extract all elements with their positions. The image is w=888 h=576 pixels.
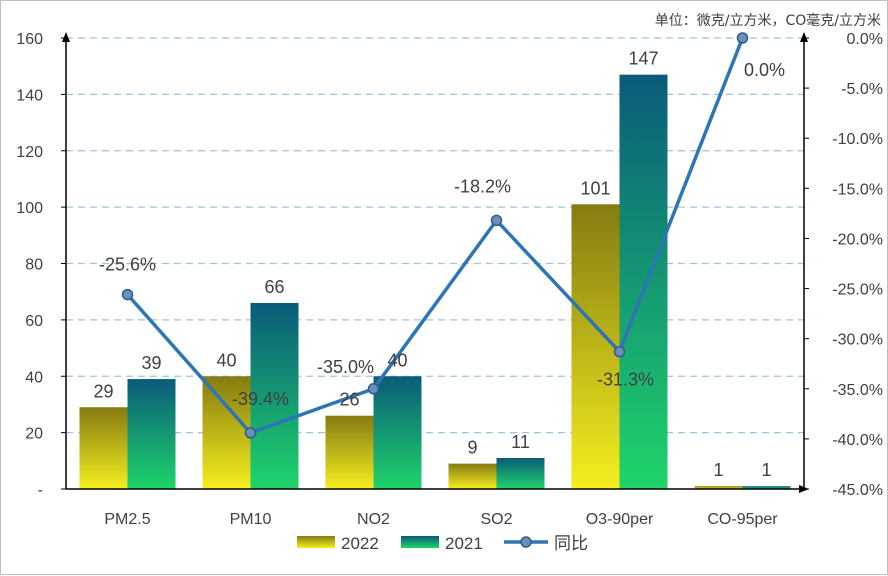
- axes-layer: -20406080100120140160-45.0%-40.0%-35.0%-…: [16, 31, 883, 528]
- right-tick-label: -15.0%: [832, 181, 883, 198]
- right-tick-label: -30.0%: [832, 332, 883, 349]
- right-tick-label: -45.0%: [832, 482, 883, 499]
- left-tick-label: 20: [25, 426, 43, 443]
- bar-value-label: 1: [761, 460, 771, 480]
- bar-2022-O3-90per: [571, 204, 620, 489]
- yoy-marker: [736, 32, 749, 44]
- yoy-marker: [490, 214, 503, 227]
- data-labels-layer: 29 40 26 9 101 1 39 66 40 11 147 1 -25.6% -39.4% -35.0…: [93, 49, 785, 481]
- bar-value-label: 40: [387, 350, 407, 370]
- bar-value-label: 66: [264, 277, 284, 297]
- right-tick-label: -40.0%: [832, 432, 883, 449]
- yoy-value-label: -39.4%: [232, 389, 289, 409]
- category-label: PM2.5: [104, 511, 150, 528]
- left-tick-label: 160: [16, 31, 43, 48]
- bar-2022-PM10: [202, 376, 251, 489]
- left-tick-label: 100: [16, 200, 43, 217]
- legend-swatch-2021: [401, 536, 439, 548]
- gridlines: [66, 37, 804, 434]
- yoy-marker: [367, 383, 380, 395]
- right-tick-label: -20.0%: [832, 231, 883, 248]
- yoy-marker: [121, 288, 134, 301]
- bars-layer: [79, 74, 791, 490]
- left-tick-label: 40: [25, 369, 43, 386]
- bar-2022-NO2: [325, 415, 374, 489]
- bar-value-label: 147: [628, 49, 658, 69]
- yoy-value-label: -35.0%: [317, 357, 374, 377]
- bar-value-label: 9: [467, 438, 477, 458]
- left-tick-label: -: [38, 482, 43, 499]
- right-tick-label: -35.0%: [832, 382, 883, 399]
- yoy-marker: [244, 427, 257, 439]
- yoy-value-label: 0.0%: [744, 60, 785, 80]
- bar-2021-NO2: [373, 376, 422, 489]
- left-tick-label: 140: [16, 87, 43, 104]
- legend-swatch-2022: [297, 536, 335, 548]
- bar-value-label: 40: [216, 350, 236, 370]
- bar-2021-PM10: [250, 302, 299, 489]
- yoy-value-label: -25.6%: [99, 255, 156, 275]
- bar-value-label: 29: [93, 381, 113, 401]
- left-tick-label: 60: [25, 313, 43, 330]
- legend: 2022 2021 同比: [297, 534, 588, 553]
- bar-2021-O3-90per: [619, 74, 668, 490]
- yoy-line: [126, 37, 745, 435]
- bar-value-label: 101: [580, 178, 610, 198]
- bar-2021-CO-95per: [742, 486, 791, 489]
- yoy-value-label: -18.2%: [454, 176, 511, 196]
- bar-value-label: 39: [141, 353, 161, 373]
- category-label: PM10: [230, 511, 272, 528]
- left-tick-label: 120: [16, 144, 43, 161]
- unit-label: 单位：微克/立方米，CO毫克/立方米: [655, 12, 881, 29]
- right-tick-label: -10.0%: [832, 131, 883, 148]
- legend-label: 2021: [445, 534, 483, 553]
- bar-value-label: 1: [713, 460, 723, 480]
- right-tick-label: 0.0%: [847, 31, 883, 48]
- category-label: SO2: [480, 511, 512, 528]
- bar-value-label: 26: [339, 390, 359, 410]
- bar-2022-PM2.5: [79, 407, 128, 489]
- legend-marker: [520, 536, 532, 548]
- yoy-marker: [613, 345, 626, 358]
- bar-2021-PM2.5: [127, 379, 176, 489]
- left-axis-arrow: [62, 32, 70, 42]
- legend-label: 同比: [554, 534, 588, 553]
- bar-2022-SO2: [448, 463, 497, 489]
- right-axis-arrow: [800, 32, 808, 42]
- right-tick-label: -25.0%: [832, 282, 883, 299]
- legend-label: 2022: [341, 534, 379, 553]
- bar-2021-SO2: [496, 457, 545, 489]
- yoy-value-label: -31.3%: [597, 370, 654, 390]
- bar-2022-CO-95per: [694, 486, 743, 489]
- right-tick-label: -5.0%: [841, 81, 883, 98]
- yoy-line-layer: [121, 32, 749, 439]
- bar-value-label: 11: [511, 432, 530, 452]
- category-label: NO2: [357, 511, 390, 528]
- category-label: CO-95per: [707, 511, 778, 528]
- left-tick-label: 80: [25, 257, 43, 274]
- category-label: O3-90per: [586, 511, 654, 528]
